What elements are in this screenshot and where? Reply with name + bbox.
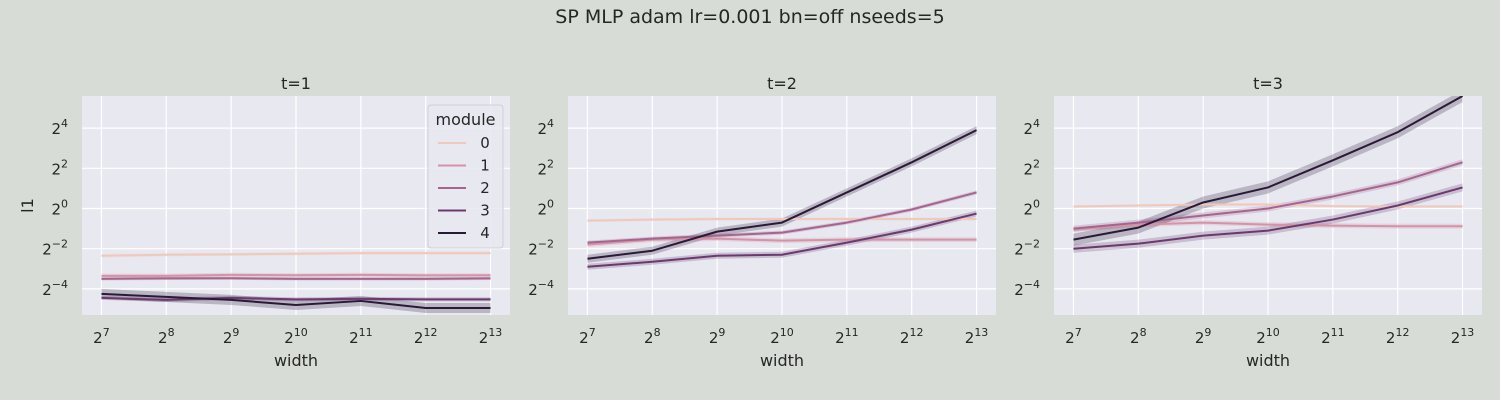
y-tick-label: 2−4 xyxy=(42,278,68,299)
panel-title: t=2 xyxy=(767,74,797,93)
legend-box xyxy=(427,104,504,249)
legend-label-3: 3 xyxy=(480,202,490,220)
chart-panel-1: t=127 28 29 210 211 212 2132422202−22−4widthl1… xyxy=(18,74,510,370)
series-group xyxy=(1073,96,1464,253)
y-tick-label: 2−4 xyxy=(528,278,554,299)
series-4-band xyxy=(101,288,491,313)
series-2-band xyxy=(587,190,977,245)
figure-title: SP MLP adam lr=0.001 bn=off nseeds=5 xyxy=(555,6,944,28)
legend-label-0: 0 xyxy=(480,134,490,152)
chart-panel-3: t=3 27 28 29 210 211 212 213 24 22 20 2−2 2−4 width xyxy=(1014,74,1482,370)
x-tick-label: 29 xyxy=(1195,326,1212,347)
x-tick-label: 210 xyxy=(1256,326,1280,347)
y-tick-label: 2−4 xyxy=(1014,278,1040,299)
series-1-line xyxy=(101,273,491,277)
x-axis-label: width xyxy=(1246,351,1290,370)
y-tick-label: 24 xyxy=(51,117,68,138)
x-tick-label: 213 xyxy=(1451,326,1475,347)
legend-label-1: 1 xyxy=(480,157,490,175)
x-tick-label: 27 xyxy=(579,326,596,347)
x-tick-label: 29 xyxy=(709,326,726,347)
x-tick-label: 29 xyxy=(223,326,240,347)
y-tick-label: 20 xyxy=(51,198,68,219)
x-tick-label: 27 xyxy=(1065,326,1082,347)
x-tick-label: 210 xyxy=(770,326,794,347)
panel-title: t=3 xyxy=(1253,74,1283,93)
y-tick-label: 22 xyxy=(1023,157,1040,178)
legend-title: module xyxy=(436,110,496,129)
y-tick-label: 2−2 xyxy=(528,238,554,259)
y-tick-label: 20 xyxy=(1023,198,1040,219)
series-group xyxy=(587,126,977,270)
x-tick-label: 28 xyxy=(644,326,661,347)
y-tick-label: 2−2 xyxy=(1014,238,1040,259)
y-tick-label: 24 xyxy=(1023,117,1040,138)
x-tick-label: 211 xyxy=(835,326,859,347)
x-tick-label: 211 xyxy=(349,326,373,347)
legend-label-2: 2 xyxy=(480,179,490,197)
y-tick-label: 20 xyxy=(537,198,554,219)
x-tick-label: 213 xyxy=(479,326,503,347)
panel-title: t=1 xyxy=(281,74,311,93)
x-tick-label: 212 xyxy=(900,326,924,347)
x-axis-label: width xyxy=(760,351,804,370)
y-tick-label: 22 xyxy=(537,157,554,178)
x-tick-label: 27 xyxy=(93,326,110,347)
y-tick-label: 2−2 xyxy=(42,238,68,259)
x-tick-label: 28 xyxy=(158,326,175,347)
x-axis-label: width xyxy=(274,351,318,370)
chart-panel-2: t=2 27 28 29 210 211 212 213 24 22 20 2−2 2−4 width xyxy=(528,74,996,370)
legend-label-4: 4 xyxy=(480,224,490,242)
x-tick-label: 212 xyxy=(414,326,438,347)
series-4-band xyxy=(1073,96,1463,246)
x-tick-label: 212 xyxy=(1386,326,1410,347)
x-tick-label: 28 xyxy=(1130,326,1147,347)
legend: module 0 1 2 3 4 xyxy=(427,104,504,249)
y-tick-label: 22 xyxy=(51,157,68,178)
y-tick-label: 24 xyxy=(537,117,554,138)
y-axis-label: l1 xyxy=(18,198,37,213)
series-group xyxy=(101,251,491,313)
x-tick-label: 210 xyxy=(284,326,308,347)
x-tick-label: 213 xyxy=(965,326,989,347)
series-2-line xyxy=(101,277,491,280)
x-tick-label: 211 xyxy=(1321,326,1345,347)
